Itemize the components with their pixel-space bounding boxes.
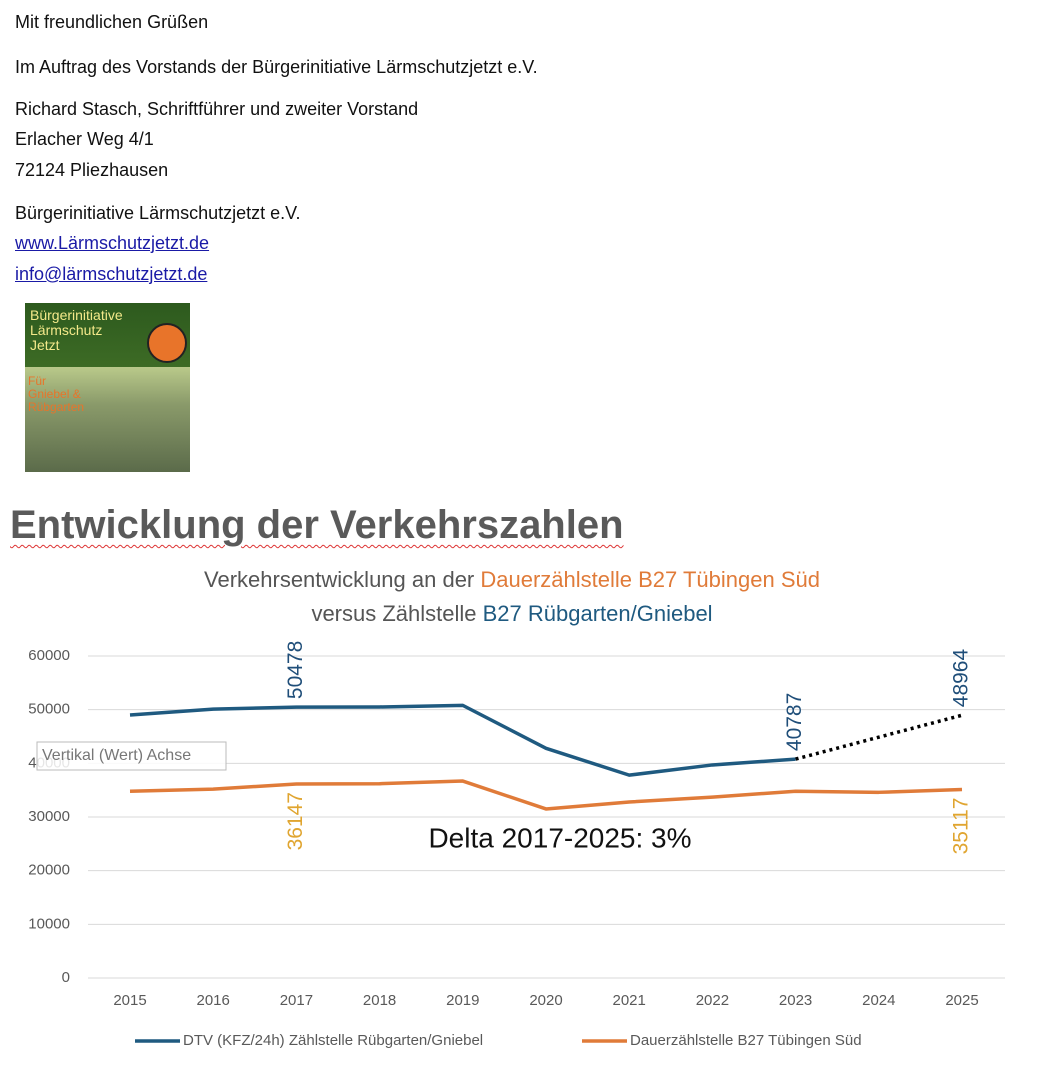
closing: Mit freundlichen Grüßen — [15, 12, 209, 32]
logo-subtitle: Für — [28, 374, 46, 388]
title-part: B27 Rübgarten/Gniebel — [483, 601, 713, 626]
data-label: 50478 — [284, 641, 307, 699]
gap-line — [795, 713, 963, 761]
data-label: 36147 — [284, 792, 307, 850]
logo: Bürgerinitiative Lärmschutz Jetzt Für Gn… — [25, 303, 190, 472]
x-tick-label: 2023 — [779, 992, 812, 1009]
logo-text: Lärmschutz — [30, 322, 103, 338]
signature-line: 72124 Pliezhausen — [15, 160, 169, 180]
website-link[interactable]: www.Lärmschutzjetzt.de — [15, 233, 210, 253]
y-tick-label: 10000 — [28, 915, 70, 932]
mandate: Im Auftrag des Vorstands der Bürgeriniti… — [15, 57, 538, 77]
annotation: Delta 2017-2025: 3% — [428, 822, 691, 853]
data-label: 40787 — [783, 693, 806, 751]
x-tick-label: 2015 — [113, 992, 146, 1009]
email-link[interactable]: info@lärmschutzjetzt.de — [15, 264, 208, 284]
y-tick-label: 50000 — [28, 701, 70, 718]
series-line — [129, 703, 796, 777]
x-tick-label: 2017 — [280, 992, 313, 1009]
logo-subtitle: Rübgarten — [28, 400, 85, 414]
data-label: 35117 — [950, 798, 973, 855]
x-tick-label: 2018 — [363, 992, 396, 1009]
legend-label: DTV (KFZ/24h) Zählstelle Rübgarten/Gnieb… — [183, 1032, 483, 1049]
logo-text: Jetzt — [30, 337, 60, 353]
y-tick-label: 20000 — [28, 862, 70, 879]
signature-line: Richard Stasch, Schriftführer und zweite… — [15, 99, 419, 119]
chart-title: versus Zählstelle B27 Rübgarten/Gniebel — [311, 601, 712, 626]
tooltip-box — [36, 741, 227, 771]
y-tick-label: 60000 — [28, 647, 70, 664]
y-tick-label: 30000 — [28, 808, 70, 825]
y-tick-label: 0 — [62, 969, 70, 986]
chart-title: Verkehrsentwicklung an der Dauerzählstel… — [204, 567, 820, 592]
x-tick-label: 2016 — [197, 992, 230, 1009]
legend-label: Dauerzählstelle B27 Tübingen Süd — [630, 1032, 862, 1049]
logo-text: Bürgerinitiative — [30, 307, 123, 323]
signature-line: Erlacher Weg 4/1 — [15, 129, 154, 149]
x-tick-label: 2020 — [529, 992, 562, 1009]
heading: Entwicklung der Verkehrszahlen — [10, 503, 624, 547]
x-tick-label: 2024 — [862, 992, 895, 1009]
title-part: versus Zählstelle — [311, 601, 482, 626]
logo-mascot — [147, 323, 187, 363]
x-tick-label: 2022 — [696, 992, 729, 1009]
tooltip: Vertikal (Wert) Achse — [42, 747, 191, 764]
x-tick-label: 2019 — [446, 992, 479, 1009]
data-label: 48964 — [950, 649, 973, 708]
logo-subtitle: Gniebel & — [28, 387, 81, 401]
series-line — [129, 779, 963, 811]
x-tick-label: 2025 — [945, 992, 978, 1009]
organization: Bürgerinitiative Lärmschutzjetzt e.V. — [15, 203, 301, 223]
title-part: Dauerzählstelle B27 Tübingen Süd — [480, 567, 820, 592]
x-tick-label: 2021 — [613, 992, 646, 1009]
title-part: Verkehrsentwicklung an der — [204, 567, 480, 592]
